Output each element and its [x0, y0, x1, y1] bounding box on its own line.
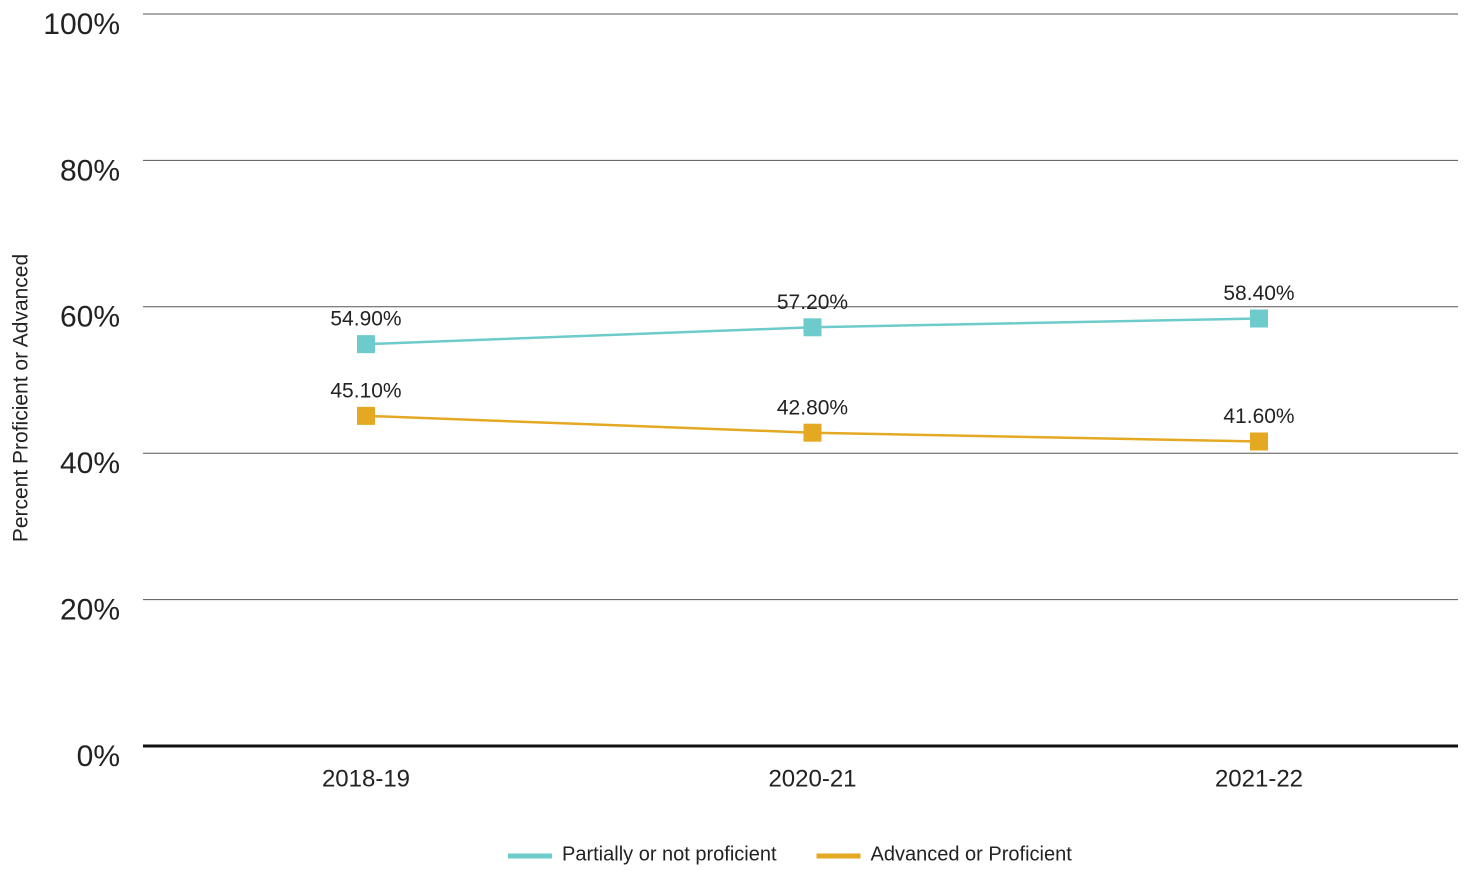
- data-label: 54.90%: [330, 308, 401, 331]
- x-tick-label: 2020-21: [768, 765, 856, 792]
- point-marker: [1250, 432, 1268, 451]
- point-marker: [357, 335, 375, 354]
- x-tick-label: 2018-19: [322, 765, 410, 792]
- point-marker: [803, 318, 822, 337]
- y-axis-title: Percent Proficient or Advanced: [10, 254, 33, 542]
- point-marker: [803, 423, 822, 442]
- y-tick-label: 100%: [43, 8, 120, 41]
- y-tick-label: 0%: [77, 740, 120, 773]
- legend-label: Partially or not proficient: [562, 843, 777, 865]
- point-marker: [357, 406, 375, 425]
- y-tick-label: 40%: [60, 447, 120, 480]
- y-tick-label: 80%: [60, 154, 120, 187]
- y-tick-label: 20%: [60, 594, 120, 627]
- y-tick-label: 60%: [60, 301, 120, 334]
- point-marker: [1250, 309, 1268, 328]
- legend-label: Advanced or Proficient: [871, 843, 1073, 865]
- data-label: 58.40%: [1223, 282, 1294, 305]
- x-tick-label: 2021-22: [1215, 765, 1303, 792]
- data-label: 45.10%: [330, 379, 401, 402]
- data-label: 41.60%: [1223, 405, 1294, 428]
- data-label: 57.20%: [777, 291, 848, 314]
- data-label: 42.80%: [777, 396, 848, 419]
